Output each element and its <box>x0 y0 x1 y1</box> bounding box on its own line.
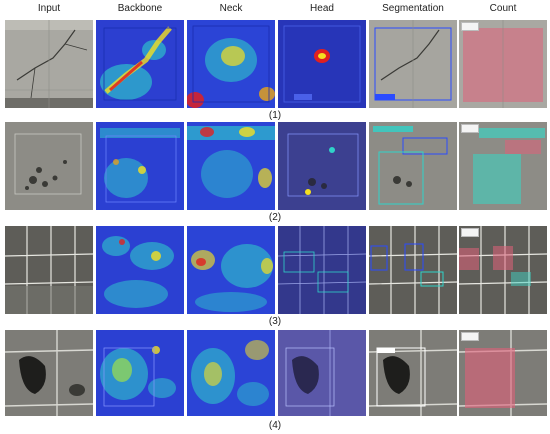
count-legend <box>461 332 479 341</box>
row-3 <box>0 226 550 314</box>
tile-count-3 <box>459 226 547 314</box>
tile-head-4 <box>278 330 366 416</box>
row-1 <box>0 20 550 108</box>
row-label-2: (2) <box>268 212 282 223</box>
tile-input-3 <box>5 226 93 314</box>
tile-backbone-4 <box>96 330 184 416</box>
tile-head-1 <box>278 20 366 108</box>
tile-count-4 <box>459 330 547 416</box>
count-legend <box>461 22 479 31</box>
tile-backbone-1 <box>96 20 184 108</box>
row-label-1: (1) <box>268 110 282 121</box>
row-2 <box>0 122 550 210</box>
tile-segmentation-4 <box>369 330 457 416</box>
row-4 <box>0 330 550 416</box>
column-header-input: Input <box>37 3 61 14</box>
tile-input-1 <box>5 20 93 108</box>
tile-head-2 <box>278 122 366 210</box>
count-legend <box>461 124 479 133</box>
column-header-segmentation: Segmentation <box>382 3 444 14</box>
column-header-count: Count <box>489 3 517 14</box>
tile-backbone-2 <box>96 122 184 210</box>
column-header-head: Head <box>310 3 334 14</box>
tile-segmentation-1 <box>369 20 457 108</box>
tile-count-2 <box>459 122 547 210</box>
tile-input-4 <box>5 330 93 416</box>
row-label-3: (3) <box>268 316 282 327</box>
row-label-4: (4) <box>268 420 282 431</box>
column-header-neck: Neck <box>219 3 243 14</box>
column-header-backbone: Backbone <box>117 3 163 14</box>
tile-count-1 <box>459 20 547 108</box>
tile-neck-1 <box>187 20 275 108</box>
tile-neck-4 <box>187 330 275 416</box>
tile-input-2 <box>5 122 93 210</box>
count-legend <box>461 228 479 237</box>
tile-backbone-3 <box>96 226 184 314</box>
tile-neck-2 <box>187 122 275 210</box>
tile-segmentation-3 <box>369 226 457 314</box>
tile-head-3 <box>278 226 366 314</box>
tile-neck-3 <box>187 226 275 314</box>
tile-segmentation-2 <box>369 122 457 210</box>
